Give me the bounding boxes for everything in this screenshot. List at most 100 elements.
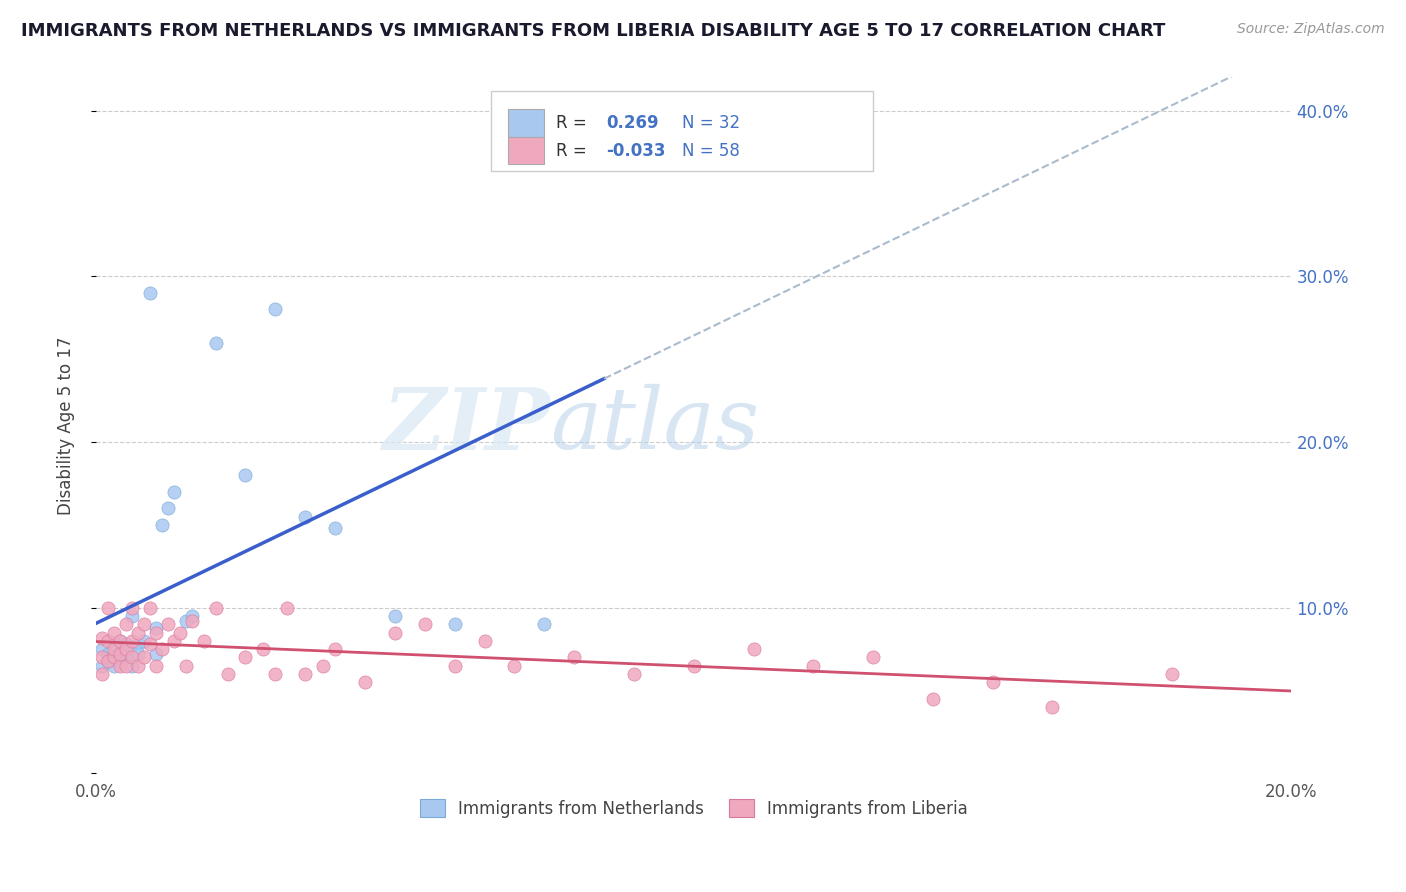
Y-axis label: Disability Age 5 to 17: Disability Age 5 to 17 bbox=[58, 336, 75, 515]
Point bbox=[204, 335, 226, 350]
Text: ZIP: ZIP bbox=[382, 384, 550, 467]
Point bbox=[623, 667, 645, 681]
Point bbox=[443, 658, 465, 673]
Point bbox=[91, 650, 114, 665]
FancyBboxPatch shape bbox=[491, 91, 873, 171]
Point bbox=[413, 617, 436, 632]
Point bbox=[103, 642, 125, 657]
Point bbox=[217, 667, 239, 681]
Point bbox=[97, 654, 120, 668]
Point bbox=[323, 521, 346, 535]
Point bbox=[121, 658, 143, 673]
Point bbox=[139, 600, 162, 615]
Point bbox=[121, 600, 143, 615]
Point bbox=[981, 675, 1004, 690]
Point bbox=[150, 642, 173, 657]
Text: R =: R = bbox=[557, 113, 592, 132]
Point bbox=[97, 647, 120, 661]
Point bbox=[108, 658, 131, 673]
Point bbox=[132, 650, 155, 665]
Point bbox=[204, 600, 226, 615]
Point bbox=[163, 484, 186, 499]
Point bbox=[503, 658, 526, 673]
Point bbox=[108, 633, 131, 648]
Point bbox=[97, 633, 120, 648]
Point bbox=[682, 658, 704, 673]
Point bbox=[384, 625, 406, 640]
Point bbox=[139, 285, 162, 300]
Point bbox=[103, 658, 125, 673]
Text: N = 32: N = 32 bbox=[682, 113, 740, 132]
Point bbox=[156, 501, 179, 516]
Point bbox=[294, 509, 316, 524]
Point bbox=[862, 650, 884, 665]
Point bbox=[264, 302, 287, 317]
Point bbox=[145, 625, 167, 640]
Point bbox=[443, 617, 465, 632]
Point bbox=[103, 637, 125, 651]
Text: Source: ZipAtlas.com: Source: ZipAtlas.com bbox=[1237, 22, 1385, 37]
Point bbox=[163, 633, 186, 648]
Point bbox=[156, 617, 179, 632]
Point bbox=[115, 658, 138, 673]
Point bbox=[294, 667, 316, 681]
Point bbox=[115, 617, 138, 632]
Point bbox=[127, 625, 149, 640]
Text: N = 58: N = 58 bbox=[682, 142, 740, 160]
Point bbox=[1161, 667, 1184, 681]
Point bbox=[91, 667, 114, 681]
Point bbox=[139, 637, 162, 651]
Point bbox=[252, 642, 274, 657]
Point bbox=[742, 642, 765, 657]
Point bbox=[235, 468, 257, 483]
Point bbox=[127, 637, 149, 651]
Point bbox=[533, 617, 555, 632]
Text: IMMIGRANTS FROM NETHERLANDS VS IMMIGRANTS FROM LIBERIA DISABILITY AGE 5 TO 17 CO: IMMIGRANTS FROM NETHERLANDS VS IMMIGRANT… bbox=[21, 22, 1166, 40]
Point bbox=[115, 642, 138, 657]
Point bbox=[921, 691, 943, 706]
Point bbox=[180, 609, 202, 624]
Point bbox=[562, 650, 585, 665]
Point bbox=[150, 517, 173, 532]
Point bbox=[145, 621, 167, 635]
Point bbox=[174, 614, 197, 628]
Point bbox=[108, 647, 131, 661]
Point bbox=[264, 667, 287, 681]
Point bbox=[121, 633, 143, 648]
Point bbox=[323, 642, 346, 657]
Point bbox=[384, 609, 406, 624]
Legend: Immigrants from Netherlands, Immigrants from Liberia: Immigrants from Netherlands, Immigrants … bbox=[413, 793, 974, 824]
Point bbox=[121, 650, 143, 665]
Point bbox=[97, 600, 120, 615]
Point bbox=[127, 647, 149, 661]
Point bbox=[1040, 700, 1063, 714]
Point bbox=[108, 654, 131, 668]
Point bbox=[180, 614, 202, 628]
Point bbox=[593, 136, 616, 151]
Point bbox=[91, 631, 114, 645]
Point bbox=[169, 625, 191, 640]
Text: atlas: atlas bbox=[550, 384, 759, 467]
Point bbox=[121, 609, 143, 624]
Point bbox=[132, 633, 155, 648]
Point bbox=[193, 633, 215, 648]
Bar bbox=[509, 136, 544, 164]
Point bbox=[145, 647, 167, 661]
Point bbox=[145, 658, 167, 673]
Point bbox=[103, 625, 125, 640]
Text: 0.269: 0.269 bbox=[606, 113, 659, 132]
Point bbox=[312, 658, 335, 673]
Point bbox=[354, 675, 377, 690]
Point bbox=[127, 658, 149, 673]
Point bbox=[474, 633, 496, 648]
Point bbox=[115, 637, 138, 651]
Point bbox=[91, 658, 114, 673]
Point bbox=[97, 654, 120, 668]
Point bbox=[115, 647, 138, 661]
Text: R =: R = bbox=[557, 142, 592, 160]
Point bbox=[108, 633, 131, 648]
Point bbox=[276, 600, 298, 615]
Point bbox=[132, 617, 155, 632]
Point bbox=[235, 650, 257, 665]
Point bbox=[103, 650, 125, 665]
